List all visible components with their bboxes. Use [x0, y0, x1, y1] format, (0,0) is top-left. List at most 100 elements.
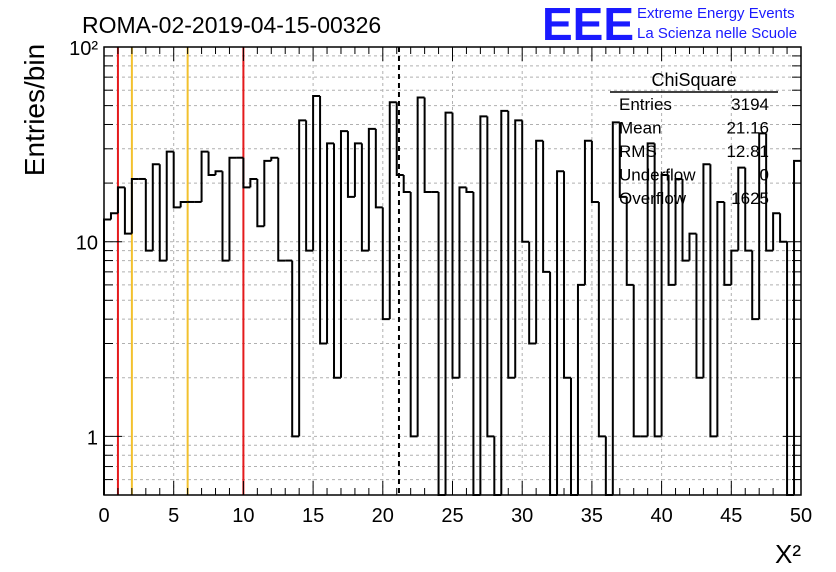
histogram-bin — [758, 132, 767, 320]
histogram-bin — [207, 151, 216, 177]
histogram-bin — [346, 131, 355, 198]
histogram-bin — [786, 241, 795, 496]
histogram-bin — [576, 283, 585, 495]
histogram-bin — [374, 128, 383, 209]
histogram-bin — [214, 170, 223, 176]
histogram-bin — [172, 151, 181, 209]
stats-value-entries: 3194 — [731, 95, 769, 114]
histogram-bin — [158, 164, 167, 262]
histogram-bin — [618, 122, 627, 198]
stats-title: ChiSquare — [651, 70, 736, 90]
histogram-bin — [507, 110, 516, 379]
histogram-bin — [339, 130, 348, 378]
histogram-bin — [653, 143, 662, 438]
histogram-bin — [305, 120, 314, 252]
histogram-bin — [249, 177, 258, 188]
histogram-bin — [402, 175, 411, 193]
histogram-bin — [521, 120, 530, 243]
x-tick-label: 5 — [168, 505, 179, 527]
x-tick-label: 30 — [511, 505, 533, 527]
histogram-bin — [549, 271, 558, 496]
x-tick-label: 45 — [720, 505, 742, 527]
histogram-bin — [221, 171, 230, 262]
histogram-bin — [535, 139, 544, 344]
histogram-bin — [646, 142, 655, 437]
histogram-bin — [779, 213, 788, 243]
histogram-bin — [793, 159, 801, 495]
histogram-bin — [772, 212, 781, 251]
eee-logo: EEE Extreme Energy Events La Scienza nel… — [542, 0, 797, 50]
histogram-bin — [632, 284, 641, 438]
histogram-bin — [144, 178, 153, 252]
histogram-bin — [151, 163, 160, 251]
histogram-bin — [681, 178, 690, 262]
y-axis-label: Entries/bin — [19, 44, 50, 176]
histogram-bin — [242, 157, 251, 189]
histogram-bin — [702, 163, 711, 378]
y-tick-label: 10² — [69, 38, 98, 60]
x-axis-label: X² — [775, 539, 801, 569]
histogram-bin — [563, 171, 571, 379]
stats-label-underflow: Underflow — [619, 166, 696, 185]
histogram-bin — [312, 95, 321, 251]
histogram-bin — [263, 159, 272, 227]
histogram-bin — [116, 186, 125, 214]
histogram-bin — [109, 212, 118, 220]
histogram-bin — [165, 150, 174, 261]
stats-label-rms: RMS — [619, 142, 657, 161]
tick-labels: 0 5 10 15 20 25 30 35 40 45 50 1 10 10² — [69, 38, 812, 527]
histogram-bin — [291, 260, 300, 438]
histogram-bin — [200, 150, 209, 202]
x-tick-label: 50 — [790, 505, 812, 527]
histogram-bin — [388, 101, 397, 320]
histogram-bin — [751, 250, 760, 321]
histogram-bin — [542, 140, 551, 273]
stats-box: ChiSquare Entries 3194 Mean 21.16 RMS 12.81 Un… — [610, 70, 778, 208]
y-tick-label: 1 — [87, 427, 98, 449]
histogram-bin — [744, 167, 753, 252]
histogram-bin — [326, 142, 335, 344]
reference-lines — [116, 47, 400, 495]
x-tick-label: 10 — [232, 505, 254, 527]
histogram-bin — [423, 97, 432, 193]
histogram-bin — [298, 119, 307, 437]
histogram-bin — [458, 186, 467, 378]
histogram-bin — [674, 177, 683, 285]
histogram-bin — [123, 187, 132, 235]
histogram-bin — [611, 121, 620, 495]
stats-label-mean: Mean — [619, 119, 662, 138]
stats-label-entries: Entries — [619, 95, 672, 114]
histogram-bin — [179, 200, 188, 208]
histogram-bin — [486, 116, 495, 438]
histogram-bin — [319, 96, 328, 345]
histogram-bin — [228, 156, 237, 261]
histogram-bin — [444, 111, 453, 495]
histogram-bin — [597, 201, 606, 438]
histogram-bin — [409, 191, 418, 438]
histogram-bin — [625, 196, 634, 286]
y-tick-label: 10 — [76, 233, 98, 255]
stats-value-underflow: 0 — [760, 166, 769, 185]
histogram-bin — [256, 178, 265, 228]
x-tick-label: 20 — [372, 505, 394, 527]
histogram-bin — [277, 157, 286, 262]
histogram-bin — [695, 233, 704, 379]
histogram-bin — [514, 119, 523, 378]
histogram-bin — [660, 174, 669, 437]
stats-value-rms: 12.81 — [726, 142, 769, 161]
histogram-bin — [737, 166, 746, 251]
stats-value-overflow: 1625 — [731, 189, 769, 208]
histogram-bin — [528, 241, 537, 345]
histogram-bin — [500, 109, 509, 495]
histogram-bin — [583, 139, 592, 285]
axis-ticks — [103, 46, 802, 495]
histogram-bin — [451, 112, 460, 379]
histogram-bin — [730, 249, 739, 285]
histogram-bin — [688, 232, 697, 261]
x-tick-label: 40 — [650, 505, 672, 527]
histogram-bin — [395, 102, 404, 177]
histogram-bin — [709, 164, 718, 438]
histogram-bin — [333, 143, 341, 379]
x-tick-label: 25 — [441, 505, 463, 527]
